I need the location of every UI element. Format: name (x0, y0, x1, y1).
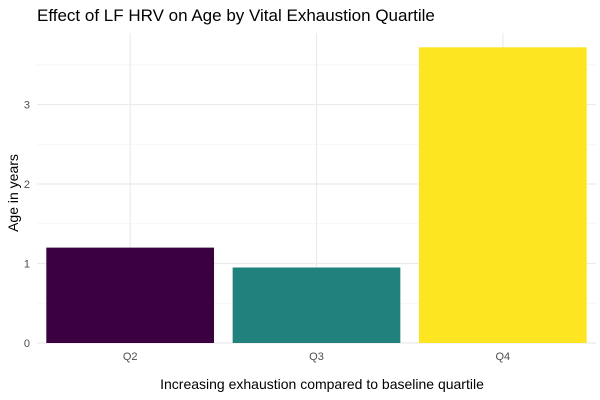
y-tick-label: 1 (24, 259, 30, 271)
y-tick-labels: 0 1 2 3 (24, 100, 30, 350)
bar-q3 (232, 267, 401, 343)
chart-title: Effect of LF HRV on Age by Vital Exhaust… (37, 6, 435, 25)
y-axis-label: Age in years (5, 154, 21, 232)
y-tick-label: 0 (24, 338, 30, 350)
x-tick-labels: Q2 Q3 Q4 (123, 351, 510, 363)
x-tick-label: Q3 (309, 351, 324, 363)
x-tick-label: Q4 (495, 351, 510, 363)
y-tick-label: 2 (24, 179, 30, 191)
x-axis-label: Increasing exhaustion compared to baseli… (160, 376, 484, 392)
bar-q2 (46, 247, 215, 343)
y-tick-label: 3 (24, 100, 30, 112)
bars (46, 47, 587, 344)
x-tick-label: Q2 (123, 351, 138, 363)
bar-q4 (418, 47, 587, 344)
